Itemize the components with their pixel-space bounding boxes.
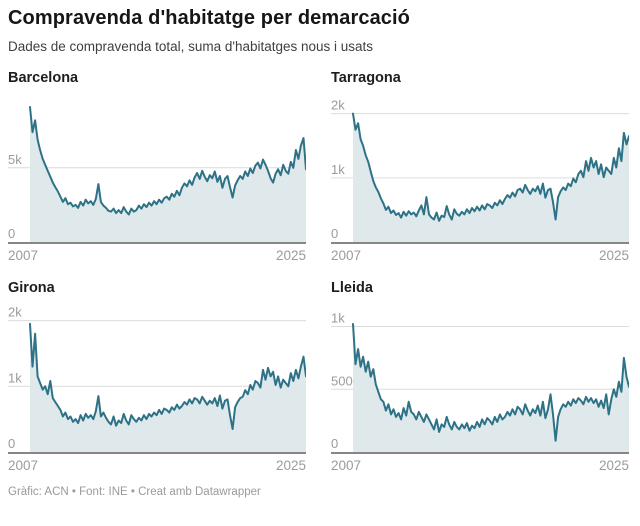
svg-text:2k: 2k <box>8 305 22 320</box>
svg-text:0: 0 <box>8 226 15 241</box>
svg-text:2025: 2025 <box>599 458 629 473</box>
svg-text:0: 0 <box>331 226 338 241</box>
svg-text:2007: 2007 <box>8 458 38 473</box>
chart-title: Tarragona <box>331 70 401 86</box>
line-chart-girona: 2k 1k 0 2007 2025 <box>8 305 306 473</box>
svg-text:2025: 2025 <box>276 248 306 263</box>
small-multiples-grid: Barcelona 5k 0 2007 2025 Tarragona 2k 1k 0 200… <box>8 70 632 474</box>
page-title: Compravenda d'habitatge per demarcació <box>8 7 411 29</box>
svg-text:1k: 1k <box>331 162 345 177</box>
svg-text:5k: 5k <box>8 152 22 167</box>
chart-title: Lleida <box>331 280 373 296</box>
svg-text:2k: 2k <box>331 98 345 113</box>
svg-text:2007: 2007 <box>331 248 361 263</box>
chart-title: Girona <box>8 280 55 296</box>
line-chart-lleida: 1k 500 0 2007 2025 <box>331 311 629 473</box>
page-subtitle: Dades de compravenda total, suma d'habit… <box>8 39 374 54</box>
chart-page: Compravenda d'habitatge per demarcació D… <box>8 7 632 498</box>
svg-text:500: 500 <box>331 373 353 388</box>
chart-panel-barcelona: Barcelona 5k 0 2007 2025 <box>8 70 309 264</box>
svg-text:2025: 2025 <box>599 248 629 263</box>
svg-text:2007: 2007 <box>331 458 361 473</box>
svg-text:0: 0 <box>331 436 338 451</box>
line-chart-barcelona: 5k 0 2007 2025 <box>8 106 306 263</box>
svg-text:1k: 1k <box>8 370 22 385</box>
chart-title: Barcelona <box>8 70 79 86</box>
svg-text:1k: 1k <box>331 311 345 326</box>
chart-panel-tarragona: Tarragona 2k 1k 0 2007 2025 <box>331 70 632 264</box>
chart-panel-lleida: Lleida 1k 500 0 2007 2025 <box>331 280 632 474</box>
chart-credit: Gràfic: ACN • Font: INE • Creat amb Data… <box>8 486 261 498</box>
chart-panel-girona: Girona 2k 1k 0 2007 2025 <box>8 280 309 474</box>
line-chart-tarragona: 2k 1k 0 2007 2025 <box>331 98 629 263</box>
svg-text:2007: 2007 <box>8 248 38 263</box>
svg-text:0: 0 <box>8 436 15 451</box>
svg-text:2025: 2025 <box>276 458 306 473</box>
